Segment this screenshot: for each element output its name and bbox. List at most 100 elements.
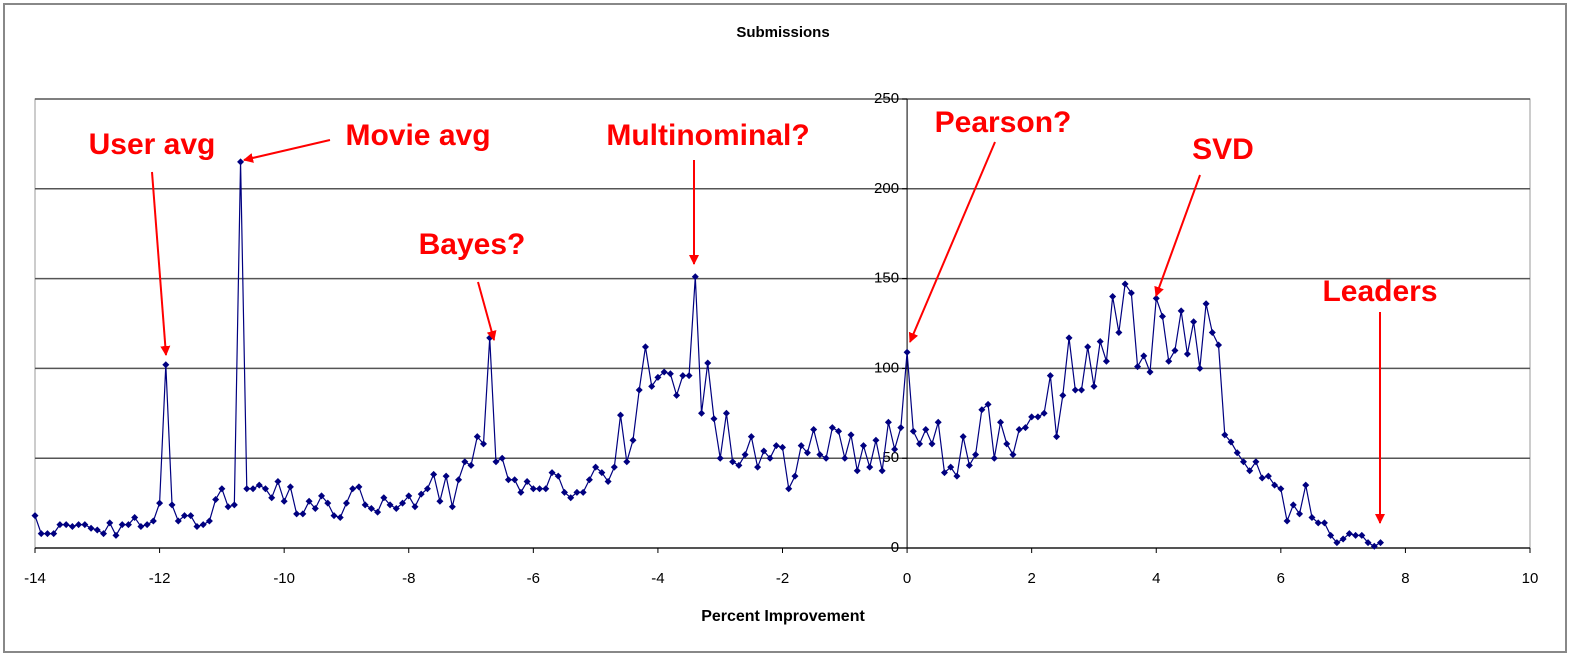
data-point <box>673 391 681 399</box>
data-point <box>349 485 357 493</box>
x-tick-label: 4 <box>1152 570 1160 587</box>
data-point <box>536 485 544 493</box>
x-tick-label: 8 <box>1401 570 1409 587</box>
data-point <box>156 499 164 507</box>
data-point <box>729 458 737 466</box>
x-tick-label: 6 <box>1277 570 1285 587</box>
data-point <box>617 411 625 419</box>
data-point <box>336 513 344 521</box>
data-point <box>31 512 39 520</box>
data-point <box>255 481 263 489</box>
data-point <box>1327 531 1335 539</box>
y-tick-label: 100 <box>874 359 899 376</box>
x-tick-label: 0 <box>903 570 911 587</box>
data-point <box>1090 382 1098 390</box>
data-point <box>623 458 631 466</box>
data-point <box>735 461 743 469</box>
data-point <box>293 510 301 518</box>
data-point <box>660 368 668 376</box>
data-point <box>380 494 388 502</box>
data-point <box>504 476 512 484</box>
data-point <box>1177 307 1185 315</box>
data-point <box>1221 431 1229 439</box>
data-point <box>810 425 818 433</box>
data-point <box>592 463 600 471</box>
data-point <box>822 454 830 462</box>
data-point <box>399 499 407 507</box>
data-point <box>698 409 706 417</box>
data-point <box>374 508 382 516</box>
data-point <box>934 418 942 426</box>
data-point <box>716 454 724 462</box>
data-point <box>1121 280 1129 288</box>
data-point <box>604 478 612 486</box>
data-point <box>766 454 774 462</box>
data-point <box>224 503 232 511</box>
data-point <box>629 436 637 444</box>
data-point <box>199 521 207 529</box>
data-point <box>1364 539 1372 547</box>
data-point <box>1296 510 1304 518</box>
data-point <box>1358 531 1366 539</box>
data-point <box>361 501 369 509</box>
data-point <box>1258 474 1266 482</box>
data-point <box>75 521 83 529</box>
data-point <box>598 469 606 477</box>
data-point <box>835 427 843 435</box>
annotation-arrow <box>151 171 171 356</box>
data-point <box>181 512 188 520</box>
data-point <box>635 386 643 394</box>
data-point <box>187 512 195 520</box>
annotation: Pearson? <box>935 106 1072 139</box>
data-point <box>1065 334 1073 342</box>
data-point <box>1034 413 1042 421</box>
x-tick-label: -4 <box>651 570 664 587</box>
data-point <box>859 442 867 450</box>
data-point <box>423 485 431 493</box>
data-point <box>162 361 170 369</box>
data-point <box>679 372 687 380</box>
data-point <box>922 425 930 433</box>
data-point <box>542 485 550 493</box>
data-point <box>81 521 89 529</box>
data-point <box>318 492 326 500</box>
data-point <box>567 494 575 502</box>
data-point <box>841 454 849 462</box>
data-point <box>1102 357 1110 365</box>
data-point <box>579 488 587 496</box>
data-point <box>803 449 811 457</box>
data-point <box>928 440 936 448</box>
data-point <box>455 476 463 484</box>
data-point <box>1314 519 1322 527</box>
data-point <box>1015 425 1023 433</box>
data-point <box>286 483 294 491</box>
plot-area <box>34 98 1531 549</box>
data-point <box>467 461 475 469</box>
x-tick-label: -2 <box>776 570 789 587</box>
data-point <box>1339 535 1347 543</box>
data-point <box>386 501 394 509</box>
data-point <box>417 490 425 498</box>
data-point <box>585 476 593 484</box>
data-point <box>93 526 101 534</box>
data-point <box>249 485 257 493</box>
data-point <box>511 476 519 484</box>
data-point <box>1264 472 1272 480</box>
data-point <box>1271 481 1279 489</box>
data-point <box>492 458 500 466</box>
data-point <box>897 424 905 432</box>
data-point <box>797 442 805 450</box>
x-tick-label: 10 <box>1522 570 1539 587</box>
data-point <box>791 472 799 480</box>
data-point <box>953 472 961 480</box>
data-point <box>367 504 375 512</box>
data-point <box>1115 328 1123 336</box>
y-tick-label: 150 <box>874 270 899 287</box>
data-point <box>878 467 886 475</box>
data-point <box>87 524 95 532</box>
data-point <box>1096 337 1104 345</box>
y-tick-label: 50 <box>882 449 899 466</box>
data-point <box>990 454 998 462</box>
